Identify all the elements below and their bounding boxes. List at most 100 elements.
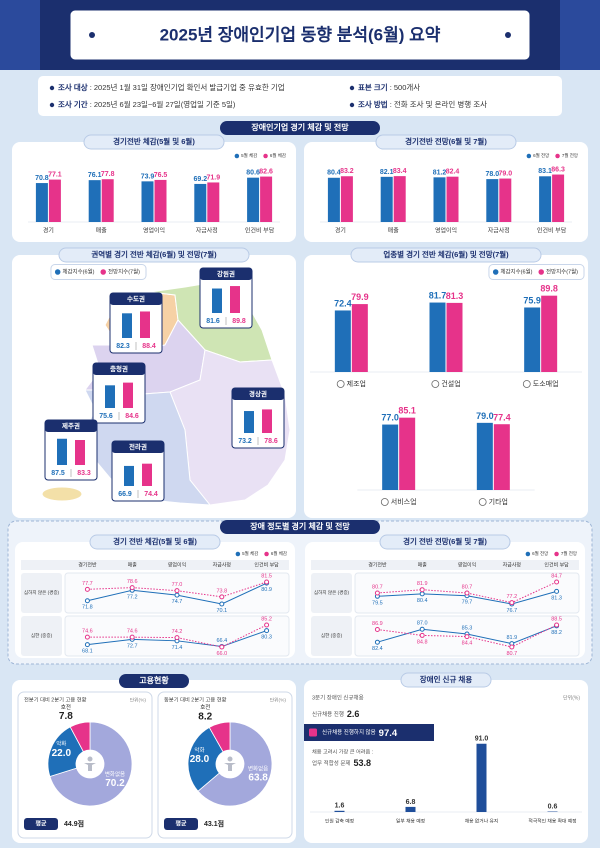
title-pill: [379, 534, 511, 550]
x-tick-label: 일부 채용 예정: [396, 817, 425, 824]
point: [84, 634, 90, 640]
data-label: 74.7: [172, 599, 183, 605]
title-box: [69, 9, 531, 61]
x-tick-label: 제조업: [347, 380, 366, 388]
data-label: 81.3: [551, 595, 562, 601]
point: [264, 622, 270, 628]
slice-name: 악화: [194, 746, 204, 754]
point: [464, 590, 470, 596]
bar: [140, 311, 150, 338]
not-progress-value: 97.4: [379, 728, 398, 739]
point: [174, 592, 180, 598]
data-label: 80.4: [327, 170, 341, 177]
data-label: 83.1: [538, 168, 552, 175]
row-label-box: [21, 616, 62, 656]
point: [374, 639, 380, 645]
data-label: 76.1: [88, 172, 102, 179]
bar: [123, 382, 133, 408]
data-label: 75.6: [99, 413, 113, 420]
x-tick-label: 채용 없거나 유지: [465, 817, 499, 824]
legend-label: 6월 체감: [270, 152, 286, 159]
bar: [433, 177, 446, 222]
region-header: [93, 363, 145, 375]
bar: [382, 424, 399, 490]
pie-slice: [69, 721, 91, 753]
column-label: 인건비 부담: [254, 561, 279, 568]
legend-label: 6월 체감: [271, 550, 287, 557]
data-label: 83.4: [393, 168, 407, 175]
legend-swatch: [100, 269, 106, 275]
slice-value: 63.8: [248, 773, 268, 784]
x-tick-label: 자금사정: [488, 227, 510, 235]
legend-swatch: [235, 551, 241, 557]
bullet: [49, 102, 55, 108]
data-label: 81.3: [446, 291, 464, 301]
column-label: 매출: [128, 561, 138, 568]
row-label-box: [311, 616, 352, 656]
column-label: 자금사정: [213, 561, 231, 568]
bar: [105, 385, 115, 408]
data-label: 85.3: [462, 625, 473, 631]
info-item: 조사 대상: 2025년 1월 31일 장애인기업 확인서 발급기업 중 유효한…: [58, 82, 285, 92]
legend-swatch: [234, 153, 240, 159]
region-name: 전라권: [129, 442, 147, 451]
pie-slice: [187, 726, 224, 792]
data-label: 81.5: [261, 573, 272, 579]
row-label: 심하지 않은 (경증): [24, 589, 60, 596]
x-tick-label: 자금사정: [196, 227, 218, 235]
data-label: 78.0: [485, 171, 499, 178]
data-label: 79.0: [498, 170, 512, 177]
progress-label: 신규채용 진행: [312, 710, 344, 718]
section-title: 장애인기업 경기 체감 및 전망: [251, 122, 349, 132]
region-header: [112, 441, 164, 453]
point: [374, 590, 380, 596]
panel-title: 경기전반 전망(6월 및 7월): [405, 136, 487, 146]
panel: [304, 142, 588, 242]
bullet: [349, 85, 355, 91]
bar: [405, 806, 416, 812]
panel-title: 경기 전반 체감(5월 및 6월): [113, 536, 197, 546]
point: [129, 634, 135, 640]
header-stripe: [560, 0, 600, 70]
legend-swatch: [54, 269, 61, 275]
bar: [142, 463, 152, 486]
data-label: 73.2: [238, 438, 252, 445]
data-label: 79.0: [476, 411, 494, 421]
point: [84, 586, 90, 592]
data-label: 89.8: [540, 284, 558, 294]
data-label: 81.7: [429, 291, 447, 301]
column-label: 경기전반: [368, 561, 387, 568]
region-header: [110, 293, 162, 305]
banner: [304, 724, 434, 741]
info-text: : 2025년 6월 23일~6월 27일(영업일 기준 5일): [90, 99, 236, 109]
pie-slice: [49, 721, 133, 807]
data-label: 80.6: [246, 170, 260, 177]
info-text: : 500개사: [390, 82, 421, 92]
info-item: 조사 기간: 2025년 6월 23일~6월 27일(영업일 기준 5일): [58, 99, 236, 109]
x-tick-label: 매출: [388, 227, 400, 235]
data-label: 74.2: [172, 629, 183, 635]
column-label: 영업이익: [168, 561, 186, 568]
title-pill: [89, 534, 221, 550]
data-label: 88.2: [551, 630, 562, 636]
page-title: 2025년 장애인기업 동향 분석(6월) 요약: [160, 24, 441, 44]
progress-value: 2.6: [347, 709, 360, 719]
data-label: 81.9: [506, 635, 517, 641]
legend-swatch: [263, 153, 268, 159]
bar: [124, 465, 134, 486]
point: [219, 601, 225, 607]
slice-value: 70.2: [105, 778, 125, 789]
data-label: 85.2: [261, 616, 272, 622]
bar: [88, 180, 101, 222]
average-pill: [24, 818, 58, 830]
data-label: 74.6: [82, 629, 93, 635]
bar: [48, 179, 61, 222]
pie-title: 동분기 대비 2분기 고용 현황: [164, 695, 227, 703]
slice-name: 변화없음: [105, 770, 125, 778]
average-label: 평균: [175, 820, 187, 828]
icon-body: [84, 763, 96, 771]
data-label: 80.7: [506, 651, 517, 657]
legend-label: 6월 전망: [533, 152, 549, 159]
title-pill: [58, 247, 250, 263]
bar: [57, 438, 67, 465]
